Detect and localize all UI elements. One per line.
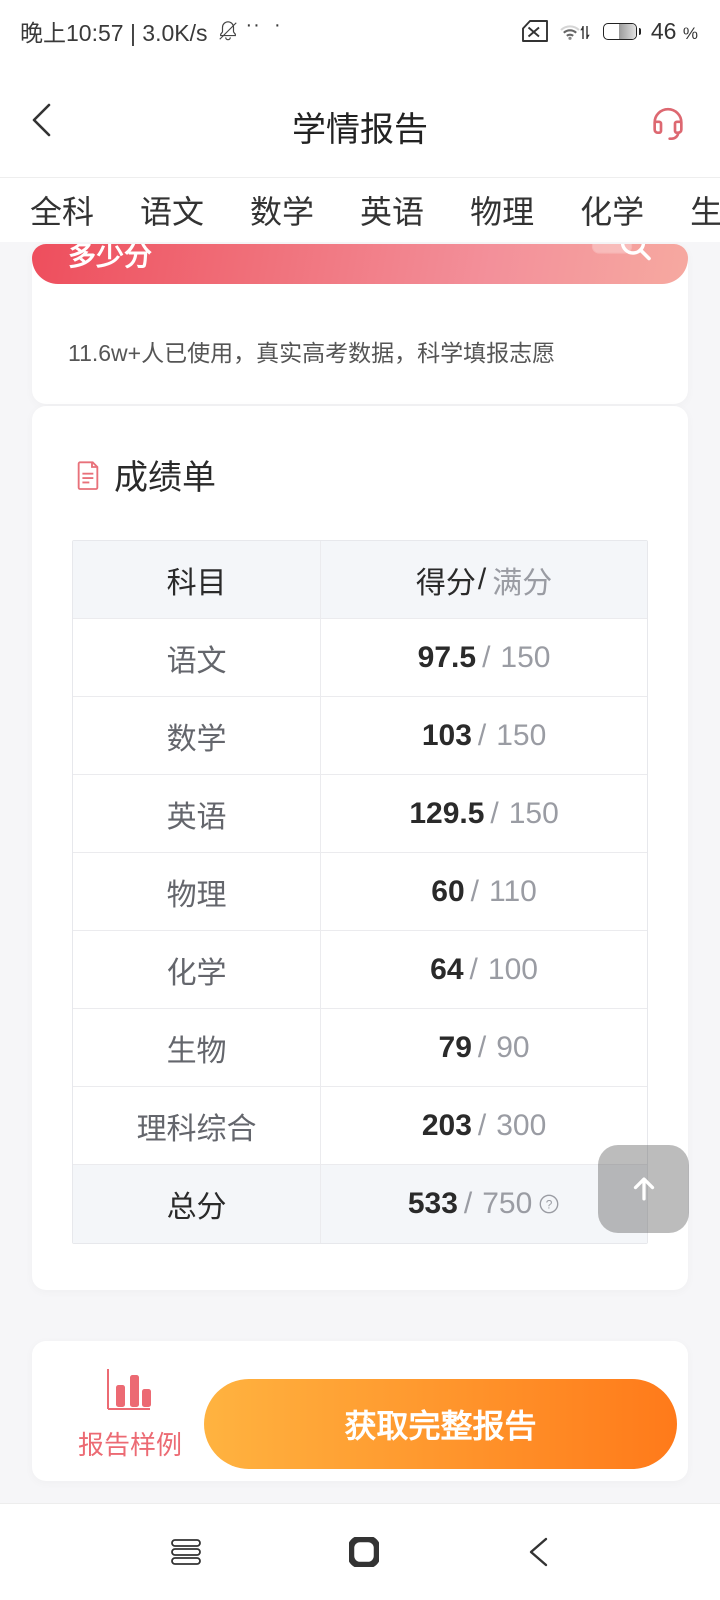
svg-text:?: ? [546,1198,553,1212]
